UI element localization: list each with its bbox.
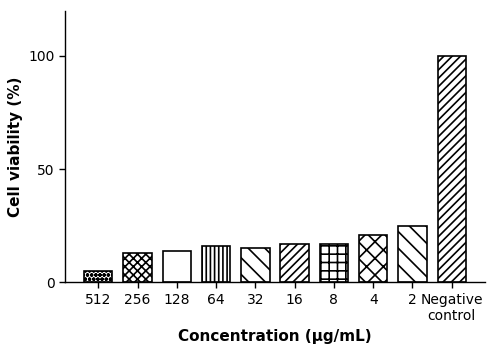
Bar	[241, 249, 270, 282]
Bar	[320, 244, 348, 282]
Bar	[162, 251, 191, 282]
Bar	[84, 271, 112, 282]
Bar	[202, 246, 230, 282]
Bar	[398, 226, 426, 282]
Bar	[124, 253, 152, 282]
Y-axis label: Cell viability (%): Cell viability (%)	[8, 76, 22, 217]
Bar	[280, 244, 309, 282]
X-axis label: Concentration (µg/mL): Concentration (µg/mL)	[178, 329, 372, 343]
Bar	[359, 235, 388, 282]
Bar	[438, 56, 466, 282]
